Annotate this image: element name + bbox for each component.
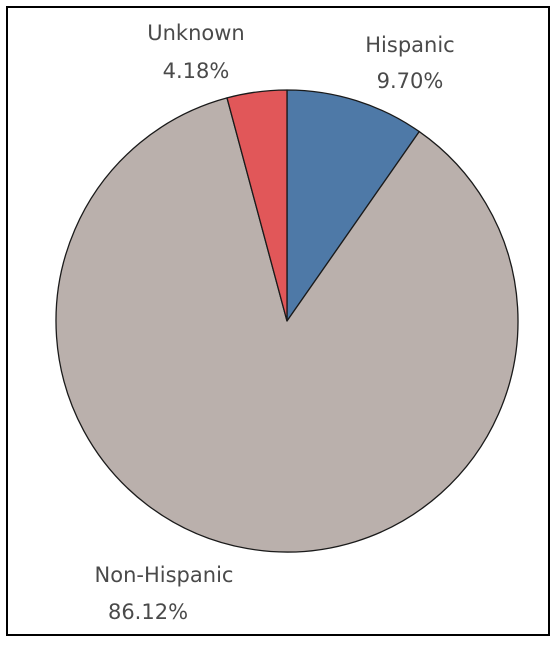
pie-slice-unknown — [226, 89, 288, 322]
slice-label-unknown: Unknown — [147, 21, 244, 45]
slice-label-non-hispanic: Non-Hispanic — [95, 563, 234, 587]
slice-label-hispanic: Hispanic — [365, 33, 454, 57]
pie-slice-non-hispanic — [55, 97, 519, 553]
slice-value-unknown: 4.18% — [163, 59, 230, 83]
pie-slice-hispanic — [286, 89, 420, 322]
slice-value-non-hispanic: 86.12% — [108, 600, 188, 624]
slice-value-hispanic: 9.70% — [377, 69, 444, 93]
pie-slices — [55, 89, 519, 553]
